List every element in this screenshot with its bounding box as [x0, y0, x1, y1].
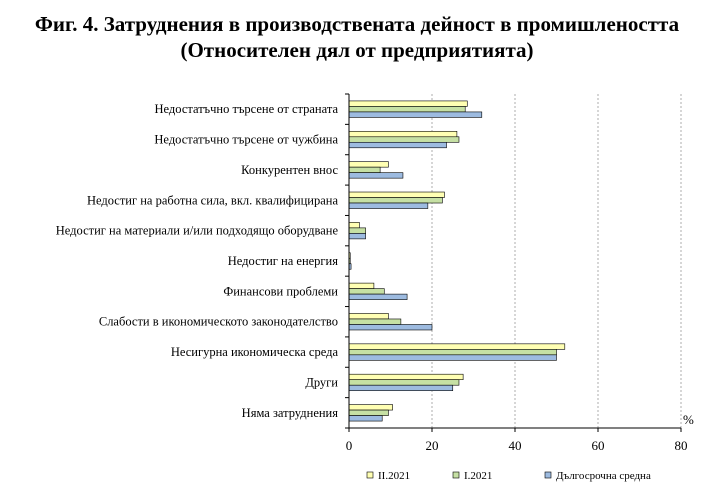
x-tick-label: 20 [426, 438, 439, 453]
bar [348, 415, 383, 422]
bar [348, 404, 393, 411]
bar [348, 288, 385, 295]
bar [348, 282, 375, 289]
bar [348, 233, 366, 240]
category-label: Други [305, 375, 338, 389]
bar [348, 106, 466, 113]
category-label: Недостатъчно търсене от страната [155, 102, 339, 116]
legend-label: II.2021 [378, 470, 410, 482]
category-label: Недостиг на работна сила, вкл. квалифици… [87, 193, 339, 207]
legend-label: Дългосрочна средна [556, 470, 651, 482]
x-tick-label: 60 [592, 438, 605, 453]
legend-label: I.2021 [464, 470, 492, 482]
category-label: Слабости в икономическото законодателств… [99, 315, 338, 329]
bar [348, 343, 566, 350]
bar [348, 324, 433, 331]
category-label: Няма затруднения [242, 406, 339, 420]
chart-subtitle: (Относителен дял от предприятията) [180, 38, 534, 62]
category-label: Финансови проблеми [223, 284, 338, 298]
category-label: Несигурна икономическа среда [171, 345, 339, 359]
x-tick-label: 0 [346, 438, 353, 453]
x-tick-label: 80 [675, 438, 688, 453]
category-label: Недостиг на енергия [228, 254, 338, 268]
bar [348, 384, 454, 392]
bar [348, 166, 381, 173]
unit-label: % [683, 412, 694, 427]
category-label: Конкурентен внос [241, 163, 338, 177]
bar [348, 191, 445, 198]
x-tick-label: 40 [509, 438, 522, 453]
category-label: Недостатъчно търсене от чужбина [154, 133, 338, 147]
bar [348, 111, 483, 118]
category-label: Недостиг на материали и/или подходящо об… [56, 224, 339, 238]
bar [348, 161, 389, 168]
bar [348, 293, 408, 300]
legend-swatch [366, 471, 374, 479]
bar [348, 172, 404, 179]
bar [348, 349, 557, 356]
bar [348, 354, 557, 361]
bar [348, 373, 464, 381]
bar [348, 409, 389, 416]
bar [348, 379, 460, 386]
bar [348, 100, 468, 107]
bar [348, 136, 460, 143]
legend-swatch [452, 471, 460, 479]
bar [348, 197, 443, 204]
bar [348, 141, 447, 149]
bar [348, 318, 402, 325]
bar [348, 222, 360, 229]
bar [348, 202, 429, 209]
chart-title: Фиг. 4. Затруднения в производствената д… [34, 12, 680, 36]
legend-swatch [544, 471, 552, 479]
bar [348, 130, 458, 138]
bar [348, 227, 366, 234]
bar [348, 313, 389, 320]
